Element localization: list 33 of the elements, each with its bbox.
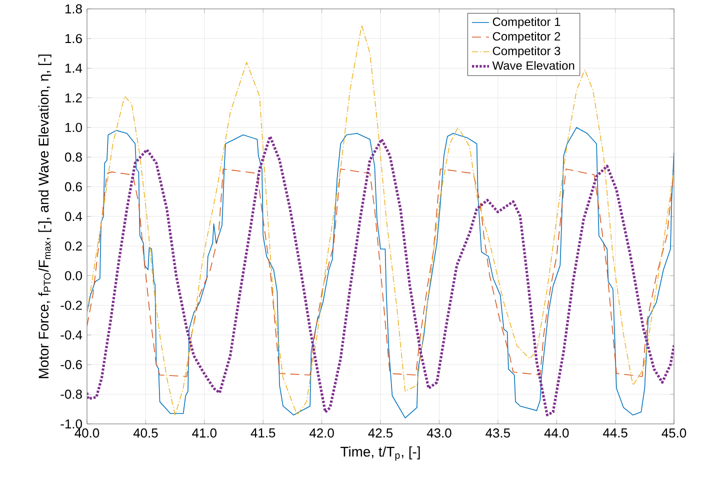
x-tick-label: 43.0: [426, 428, 452, 438]
y-tick-label: 0.4: [64, 212, 82, 222]
y-tick-label: 1.6: [65, 34, 82, 44]
legend-label: Competitor 3: [492, 46, 560, 58]
x-tick-label: 45.0: [662, 428, 686, 438]
y-tick-label: 1.8: [65, 4, 82, 14]
x-tick-label: 44.0: [544, 428, 569, 438]
x-tick-label: 44.5: [603, 428, 628, 438]
y-tick-label: 1.2: [65, 93, 82, 102]
y-tick-label: 1.0: [65, 122, 82, 132]
y-tick-label: -0.4: [60, 330, 82, 340]
y-tick-label: -0.2: [60, 300, 82, 310]
y-tick-label: -0.8: [60, 390, 82, 399]
x-tick-label: 41.5: [250, 428, 276, 438]
y-tick-label: -1.0: [60, 419, 82, 429]
x-axis-title: Time, t/T$_{p}$, [-]: [340, 446, 420, 461]
y-tick-label: 0.6: [64, 182, 82, 192]
legend-label: Competitor 2: [492, 32, 560, 44]
y-tick-label: 1.4: [65, 64, 82, 73]
y-axis-title: Motor Force, f$_{PTO}$/F$_{max}$, [-], and Wave Elevation, η, [-]: [38, 54, 52, 378]
x-tick-label: 41.0: [192, 428, 217, 438]
legend-label: Wave Elevation: [492, 61, 574, 70]
x-tick-label: 42.0: [310, 428, 334, 438]
line-series: [87, 168, 674, 377]
x-tick-label: 40.5: [133, 428, 158, 438]
y-tick-label: -0.6: [60, 360, 82, 370]
y-tick-label: 0.8: [64, 152, 82, 162]
legend-label: Competitor 1: [492, 17, 560, 28]
y-tick-label: 0.0: [64, 271, 82, 280]
y-tick-label: 0.2: [64, 242, 82, 251]
x-tick-label: 40.0: [74, 428, 100, 438]
x-tick-label: 43.5: [486, 428, 510, 438]
x-tick-label: 42.5: [368, 428, 393, 438]
